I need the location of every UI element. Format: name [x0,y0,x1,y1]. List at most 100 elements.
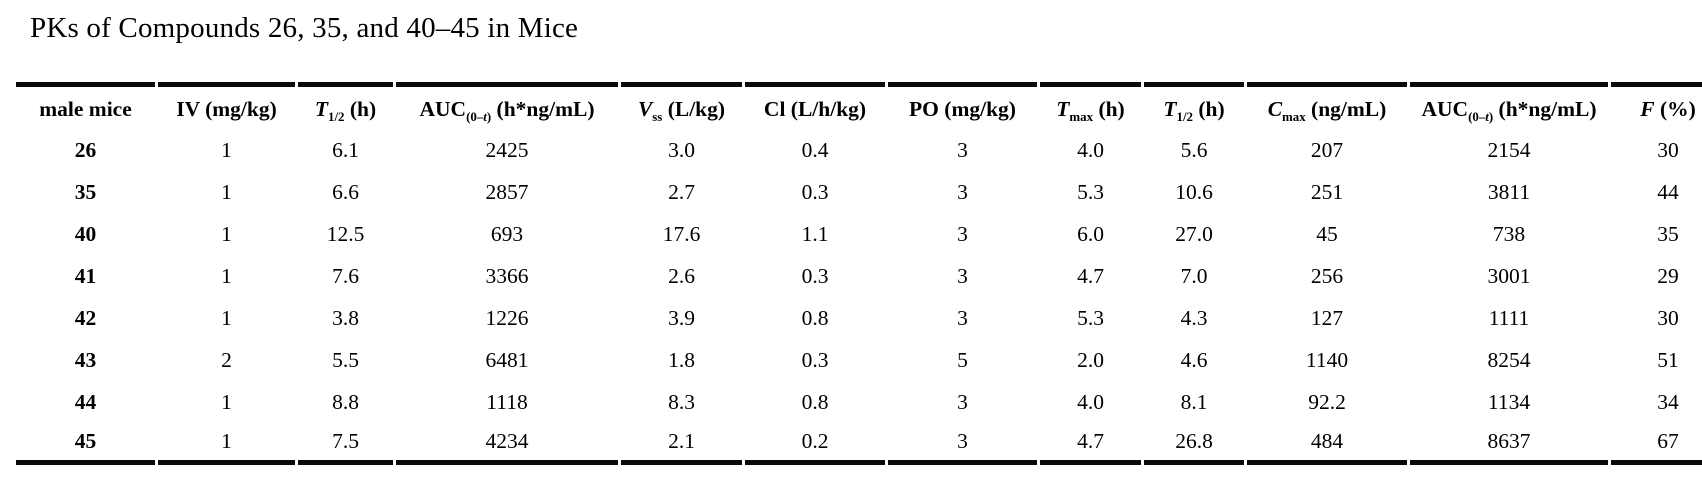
cell-po-auc: 2154 [1487,137,1531,162]
col-header-iv-dose: IV (mg/kg) [158,82,295,129]
cell-iv-dose: 1 [158,423,295,465]
table-row-40: 40 1 12.5 693 17.6 1.1 3 6.0 27.0 45 738 35 [16,213,1702,255]
cell-cmax: 207 [1310,137,1344,162]
cell-po-dose: 3 [957,305,968,330]
cell-iv-t-half: 6.6 [332,179,359,204]
table-body: 26 1 6.1 2425 3.0 0.4 3 4.0 5.6 207 2154 30 35 1 6.6 28… [16,129,1702,465]
cell-f-percent: 44 [1657,179,1679,204]
cell-cmax: 251 [1310,179,1344,204]
cell-cl: 0.8 [801,305,829,330]
cell-f-percent: 51 [1657,347,1679,372]
cell-iv-auc: 2857 [485,179,529,204]
cell-tmax: 4.7 [1040,423,1141,465]
col-header-po-dose: PO (mg/kg) [888,82,1037,129]
cell-iv-t-half: 6.1 [332,137,359,162]
cell-cmax: 484 [1247,423,1407,465]
table-row-26: 26 1 6.1 2425 3.0 0.4 3 4.0 5.6 207 2154 30 [16,129,1702,171]
cell-cmax: 92.2 [1308,389,1346,414]
cell-iv-t-half: 3.8 [332,305,359,330]
compound-id: 41 [74,263,97,288]
cell-iv-t-half: 5.5 [332,347,359,372]
cell-f-percent: 30 [1657,305,1679,330]
cell-f-percent: 67 [1611,423,1702,465]
cell-po-dose: 3 [957,263,968,288]
cell-iv-dose: 1 [221,305,232,330]
cell-po-dose: 3 [957,221,968,246]
cell-tmax: 2.0 [1077,347,1104,372]
cell-iv-auc: 4234 [396,423,618,465]
cell-f-percent: 30 [1657,137,1679,162]
cell-vss: 2.7 [668,179,695,204]
table-row-43: 43 2 5.5 6481 1.8 0.3 5 2.0 4.6 1140 8254 51 [16,339,1702,381]
cell-po-auc: 738 [1492,221,1526,246]
col-header-iv-t-half: T1/2 (h) [298,82,393,129]
cell-po-auc: 1134 [1487,389,1531,414]
table-row-42: 42 1 3.8 1226 3.9 0.8 3 5.3 4.3 127 1111 30 [16,297,1702,339]
cell-po-dose: 3 [957,137,968,162]
cell-po-t-half: 7.0 [1180,263,1208,288]
compound-id: 40 [74,221,97,246]
cell-iv-dose: 1 [221,389,232,414]
col-header-male-mice: male mice [16,82,155,129]
cell-f-percent: 35 [1657,221,1679,246]
cell-po-t-half: 8.1 [1180,389,1208,414]
col-header-vss: Vss (L/kg) [621,82,742,129]
cell-po-auc: 3811 [1487,179,1531,204]
pk-table: male mice IV (mg/kg) T1/2 (h) AUC(0–t) (h*n… [13,82,1702,465]
col-header-tmax: Tmax (h) [1040,82,1141,129]
cell-po-t-half: 5.6 [1180,137,1208,162]
cell-po-dose: 3 [957,389,968,414]
cell-iv-auc: 693 [490,221,524,246]
cell-cl: 0.3 [801,347,829,372]
cell-iv-dose: 2 [221,347,232,372]
cell-tmax: 4.7 [1077,263,1104,288]
cell-iv-auc: 3366 [485,263,529,288]
cell-po-t-half: 4.6 [1180,347,1208,372]
cell-po-dose: 3 [957,179,968,204]
cell-cl: 0.2 [745,423,885,465]
cell-cl: 0.3 [801,179,829,204]
cell-iv-auc: 2425 [485,137,529,162]
cell-cmax: 127 [1310,305,1344,330]
compound-id: 42 [74,305,97,330]
table-row-44: 44 1 8.8 1118 8.3 0.8 3 4.0 8.1 92.2 1134 34 [16,381,1702,423]
cell-iv-t-half: 7.6 [332,263,359,288]
cell-vss: 3.9 [668,305,695,330]
cell-vss: 2.1 [621,423,742,465]
cell-vss: 17.6 [662,221,701,246]
cell-tmax: 6.0 [1077,221,1104,246]
cell-iv-dose: 1 [221,137,232,162]
compound-id: 43 [74,347,97,372]
cell-po-dose: 3 [888,423,1037,465]
compound-id: 35 [74,179,97,204]
cell-cl: 0.8 [801,389,829,414]
cell-po-auc: 3001 [1487,263,1531,288]
col-header-cl: Cl (L/h/kg) [745,82,885,129]
cell-po-auc: 8254 [1487,347,1531,372]
header-row: male mice IV (mg/kg) T1/2 (h) AUC(0–t) (h*n… [16,82,1702,129]
cell-f-percent: 29 [1657,263,1679,288]
table-row-41: 41 1 7.6 3366 2.6 0.3 3 4.7 7.0 256 3001 29 [16,255,1702,297]
cell-iv-dose: 1 [221,221,232,246]
cell-po-t-half: 10.6 [1175,179,1213,204]
cell-po-auc: 8637 [1410,423,1608,465]
cell-tmax: 4.0 [1077,389,1104,414]
cell-po-dose: 5 [957,347,968,372]
cell-po-t-half: 4.3 [1180,305,1208,330]
cell-vss: 8.3 [668,389,695,414]
cell-iv-t-half: 7.5 [298,423,393,465]
table-row-35: 35 1 6.6 2857 2.7 0.3 3 5.3 10.6 251 3811 44 [16,171,1702,213]
table-row-45: 45 1 7.5 4234 2.1 0.2 3 4.7 26.8 484 8637 67 [16,423,1702,465]
cell-cl: 0.3 [801,263,829,288]
cell-f-percent: 34 [1657,389,1679,414]
col-header-f-percent: F (%) [1611,82,1702,129]
compound-id: 26 [74,137,97,162]
cell-vss: 3.0 [668,137,695,162]
cell-po-t-half: 26.8 [1144,423,1244,465]
cell-po-t-half: 27.0 [1175,221,1213,246]
col-header-iv-auc: AUC(0–t) (h*ng/mL) [396,82,618,129]
cell-iv-auc: 1118 [486,389,528,414]
table-title: PKs of Compounds 26, 35, and 40–45 in Mi… [30,12,579,44]
cell-iv-t-half: 8.8 [332,389,359,414]
